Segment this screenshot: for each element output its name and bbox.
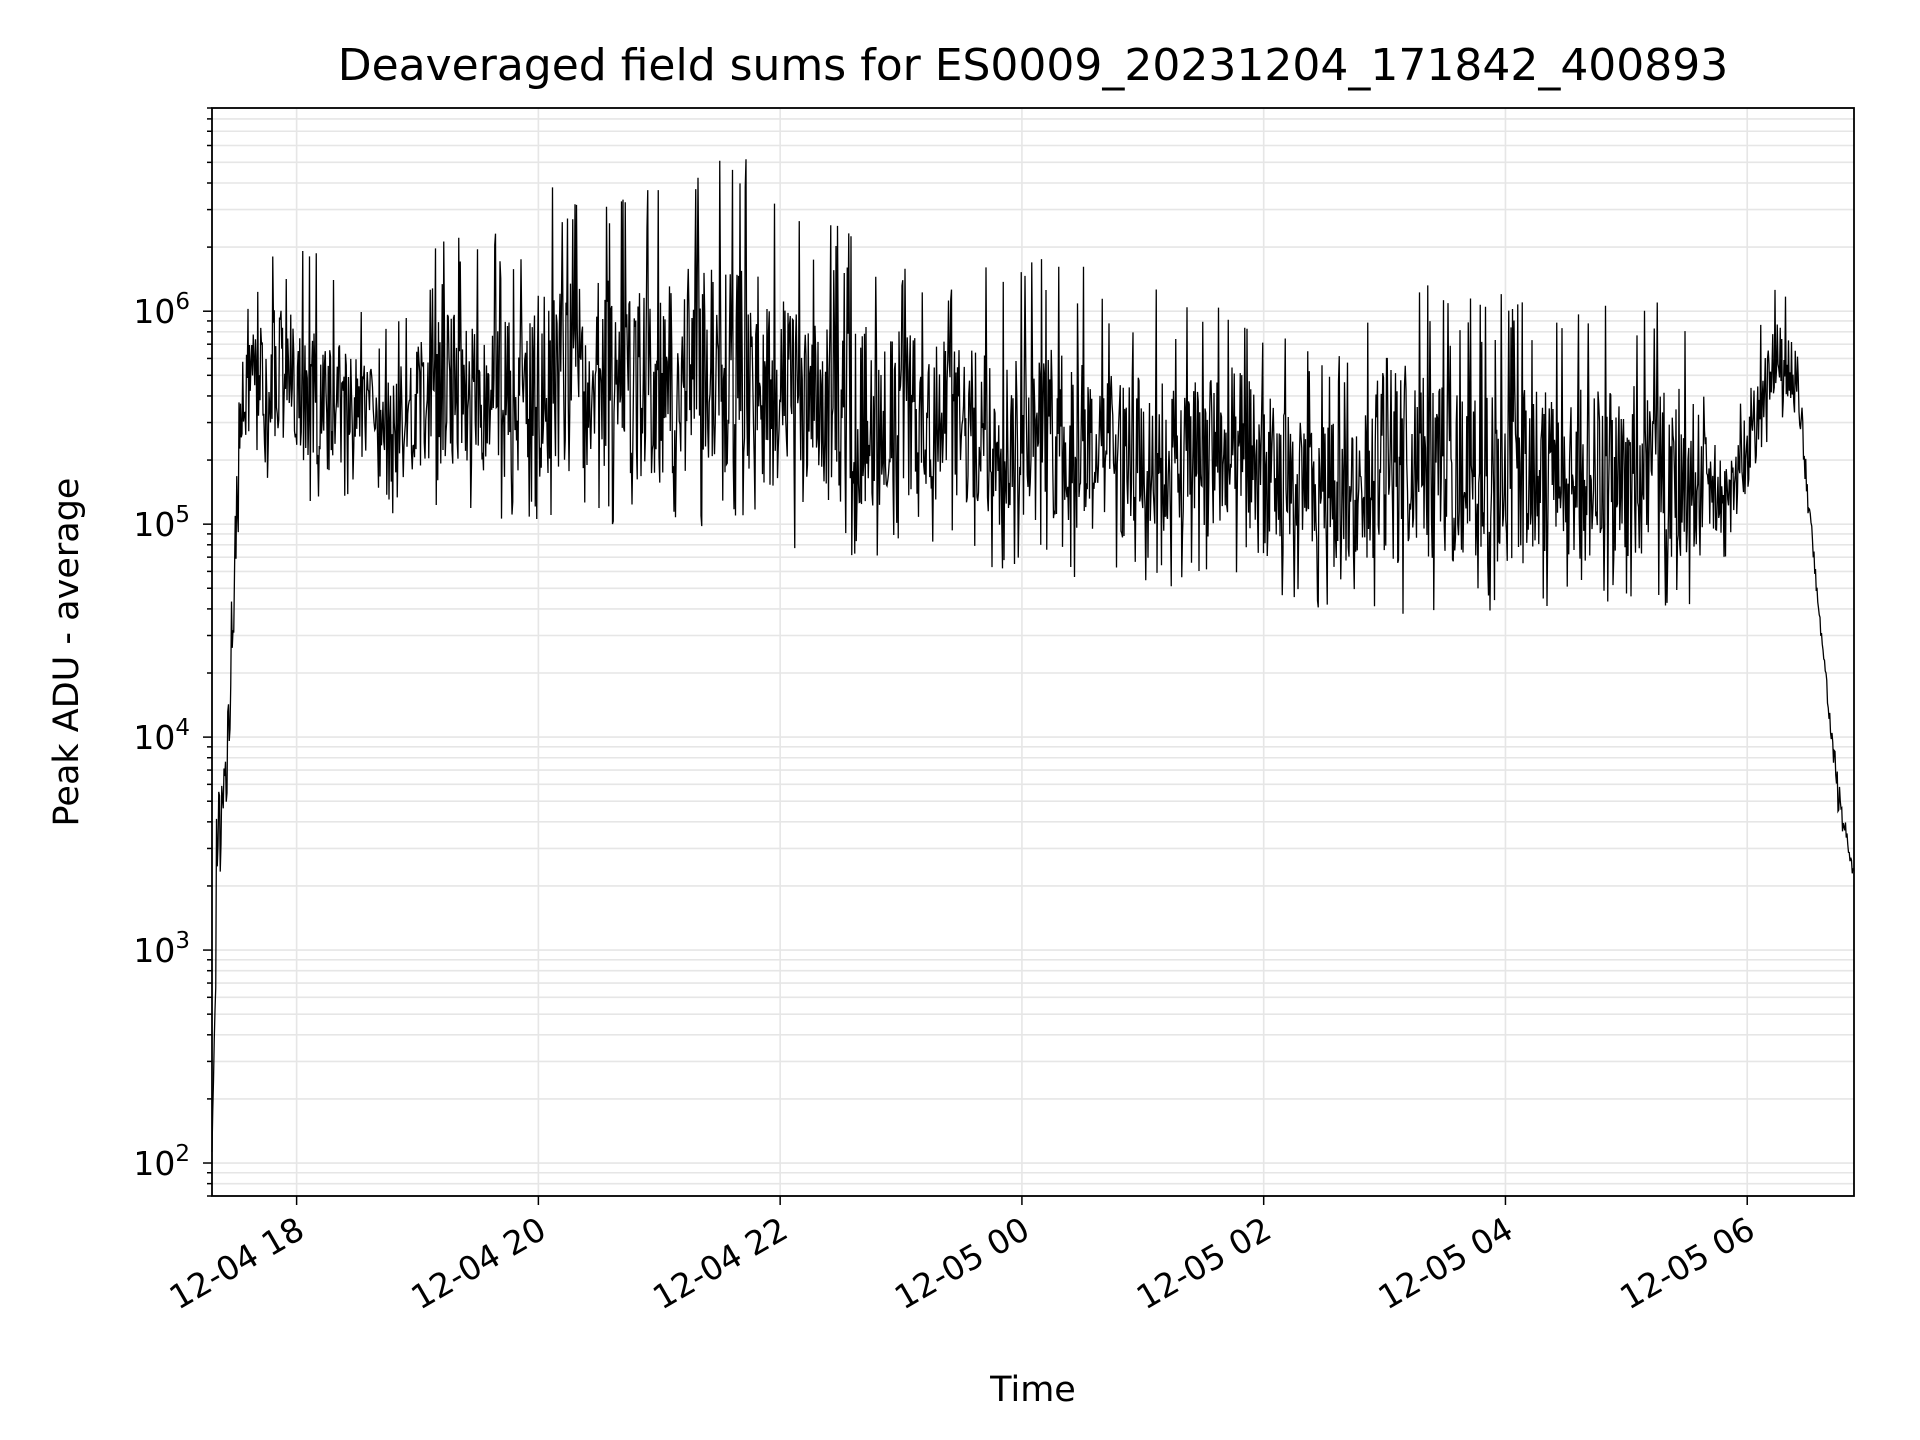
x-tick-label: 12-05 06: [1613, 1209, 1761, 1317]
x-axis-label: Time: [989, 1370, 1076, 1410]
x-tick-label: 12-05 00: [888, 1209, 1036, 1317]
plot-frame: [211, 107, 1855, 1197]
x-tick-label: 12-05 02: [1130, 1209, 1278, 1317]
y-tick-label: 105: [133, 502, 190, 544]
chart-title: Deaveraged field sums for ES0009_2023120…: [338, 40, 1729, 91]
x-tick-label: 12-04 22: [646, 1209, 794, 1317]
x-tick-label: 12-05 04: [1371, 1209, 1519, 1317]
y-axis: 102 103 104 105 106: [133, 107, 212, 1197]
series-line: [211, 159, 1855, 1152]
y-tick-label: 102: [133, 1141, 190, 1183]
x-tick-label: 12-04 20: [404, 1209, 552, 1317]
y-tick-label: 106: [133, 289, 190, 331]
x-axis: 12-04 18 12-04 20 12-04 22 12-05 00 12-05 02…: [163, 1196, 1761, 1317]
y-tick-label: 103: [133, 928, 190, 970]
series-layer: [211, 159, 1855, 1152]
y-axis-label: Peak ADU - average: [47, 478, 87, 827]
y-tick-label: 104: [133, 715, 190, 757]
x-tick-label: 12-04 18: [163, 1209, 311, 1317]
